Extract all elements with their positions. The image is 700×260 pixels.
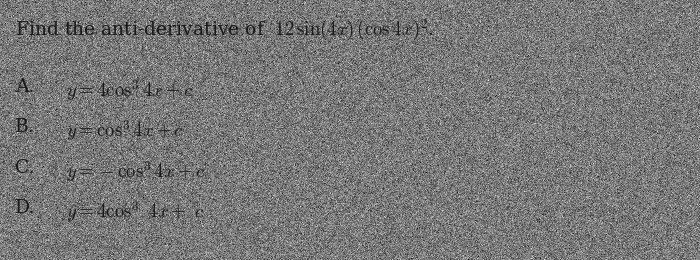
- Text: D.: D.: [15, 199, 36, 217]
- Text: $y = 4\cos^3\ 4x +\ c$: $y = 4\cos^3\ 4x +\ c$: [66, 199, 205, 224]
- Text: B.: B.: [15, 118, 35, 136]
- Text: $y = 4\cos^3 4x + c$: $y = 4\cos^3 4x + c$: [66, 78, 194, 103]
- Text: C.: C.: [15, 159, 35, 177]
- Text: $y = \cos^3 4x + c$: $y = \cos^3 4x + c$: [66, 118, 185, 143]
- Text: $y = -\cos^3 4x + c$: $y = -\cos^3 4x + c$: [66, 159, 206, 184]
- Text: Find the anti-derivative of  $12\,\sin(4x)\,(\cos 4x)^{2}$.: Find the anti-derivative of $12\,\sin(4x…: [15, 18, 435, 43]
- Text: A.: A.: [15, 78, 35, 96]
